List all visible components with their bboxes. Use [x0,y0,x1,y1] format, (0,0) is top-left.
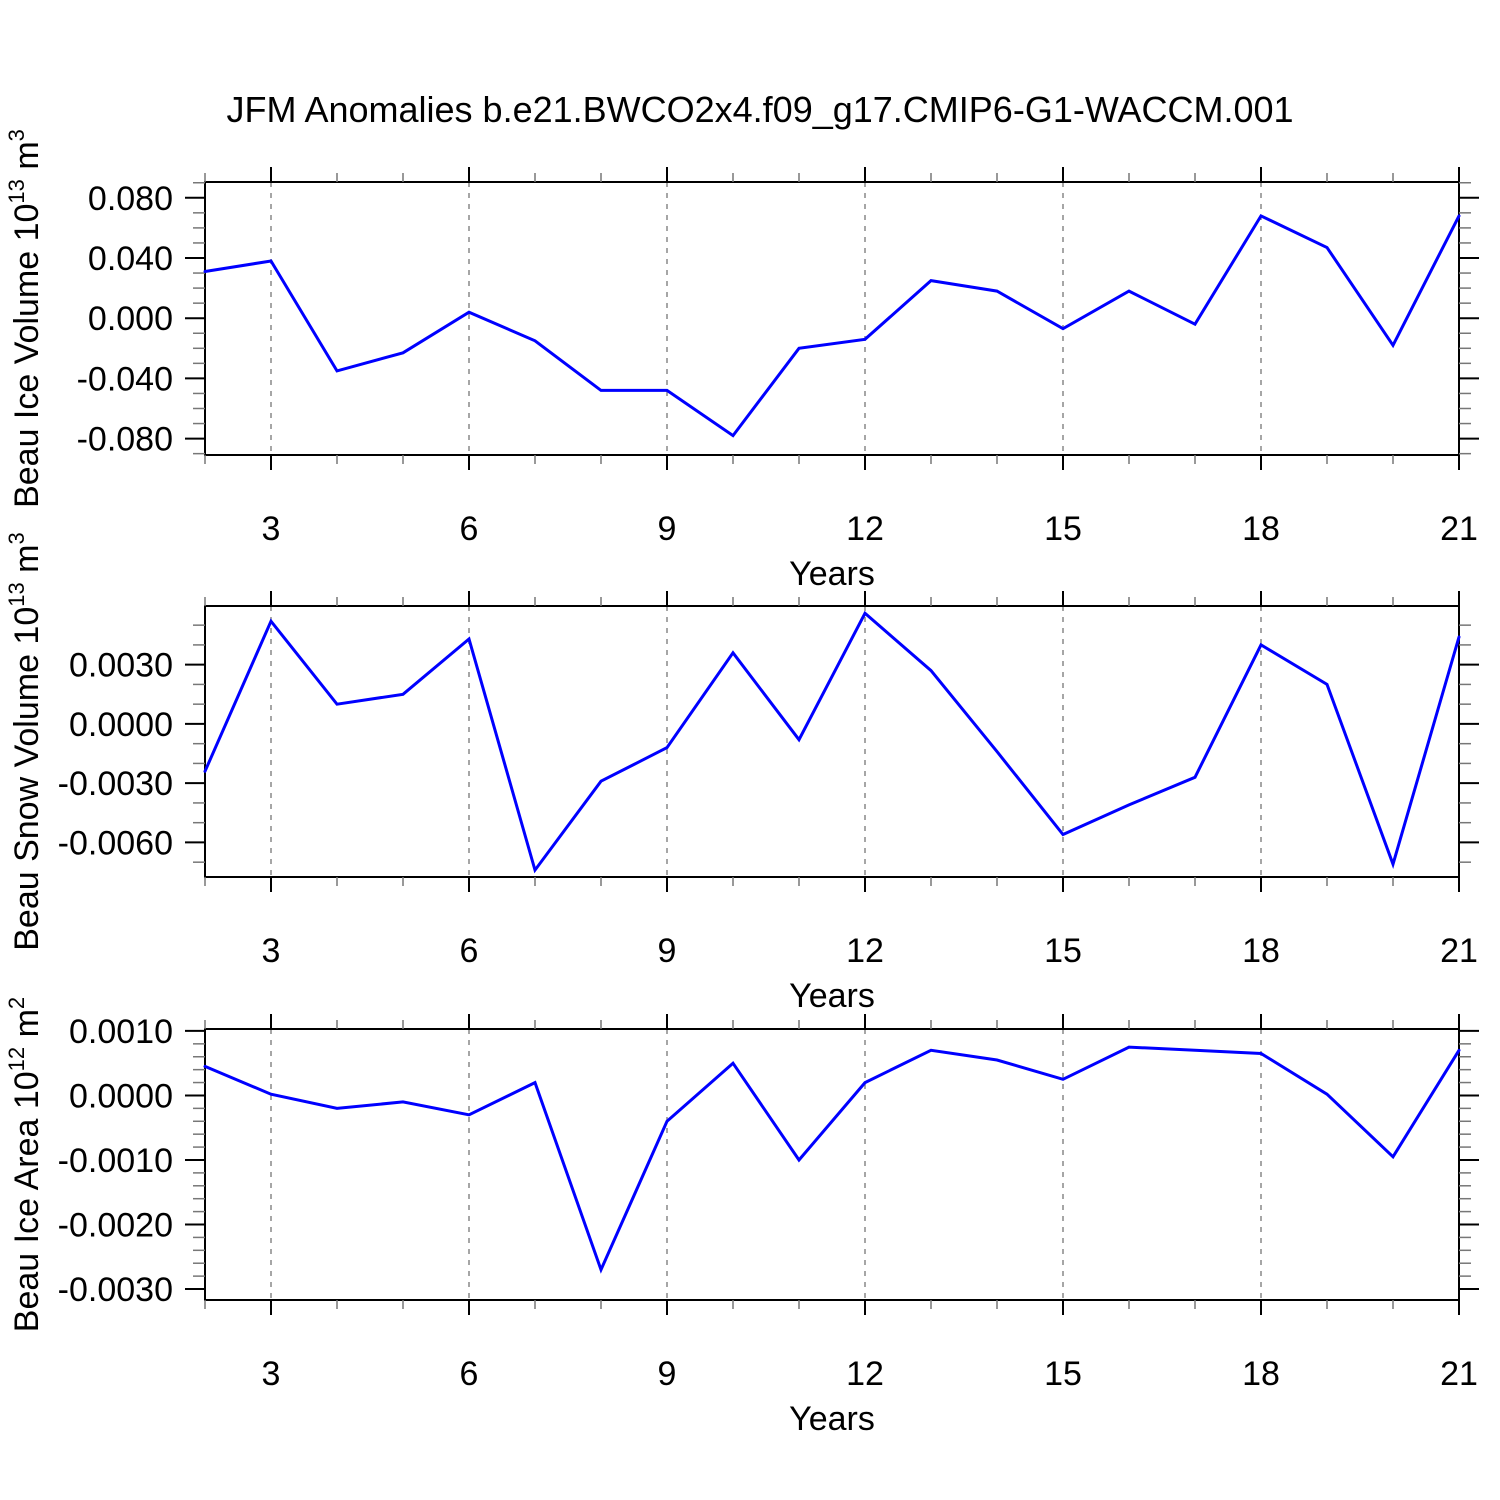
x-tick-label: 6 [460,932,479,970]
y-axis-title-part: m [8,141,46,179]
y-axis-title-beau-ice-area: Beau Ice Area 1012 m2 [4,997,46,1332]
y-axis-title-part: Beau Snow Volume 10 [8,607,46,951]
y-axis-title-beau-ice-volume: Beau Ice Volume 1013 m3 [4,129,46,508]
y-tick-label: -0.040 [77,360,173,398]
x-tick-label: 15 [1044,510,1082,548]
x-tick-label: 9 [658,510,677,548]
x-tick-label: 15 [1044,1355,1082,1393]
y-tick-label: -0.080 [77,421,173,459]
x-axis-title: Years [789,1400,875,1438]
x-tick-label: 21 [1440,932,1478,970]
y-tick-label: 0.0000 [69,706,173,744]
panel-beau-ice-volume: 0.080 0.040 0.000 -0.040 -0.080 3 6 9 12 15 18 21 Ye… [4,129,1479,593]
y-tick-label: 0.040 [88,240,173,278]
x-axis-title: Years [789,555,875,593]
y-axis-title-part: m [8,1009,46,1047]
x-tick-label: 3 [262,1355,281,1393]
x-tick-label: 18 [1242,932,1280,970]
x-tick-label: 3 [262,932,281,970]
y-axis-title-part: 3 [4,129,29,141]
x-tick-label: 15 [1044,932,1082,970]
y-tick-label: 0.0000 [69,1077,173,1115]
y-axis-title-part: m [8,544,46,582]
y-axis-title-beau-snow-volume: Beau Snow Volume 1013 m3 [4,532,46,951]
y-axis-title-part: 2 [4,997,29,1009]
x-tick-label: 21 [1440,510,1478,548]
x-tick-label: 18 [1242,1355,1280,1393]
x-axis-title: Years [789,977,875,1015]
y-tick-label: -0.0020 [58,1207,173,1245]
y-tick-label: 0.0030 [69,647,173,685]
y-tick-label: -0.0030 [58,1271,173,1309]
y-axis-title-part: Beau Ice Area 10 [8,1071,46,1332]
y-axis-title-part: Beau Ice Volume 10 [8,204,46,508]
panel-beau-snow-volume: 0.0030 0.0000 -0.0030 -0.0060 3 6 9 12 15 18 21 Yea… [4,532,1479,1015]
series-line-beau-ice-volume [203,213,1461,438]
series-line-beau-ice-area [203,1045,1461,1274]
y-axis-title-part: 3 [4,532,29,544]
panel-beau-ice-area: 0.0010 0.0000 -0.0010 -0.0020 -0.0030 3 6 9 12 15… [4,997,1479,1438]
y-axis-title-part: 13 [4,582,29,606]
x-tick-label: 6 [460,510,479,548]
x-tick-label: 9 [658,932,677,970]
series-line-beau-snow-volume [203,610,1461,874]
x-tick-label: 9 [658,1355,677,1393]
chart-title: JFM Anomalies b.e21.BWCO2x4.f09_g17.CMIP… [226,89,1293,130]
y-axis-title-part: 13 [4,179,29,203]
y-tick-label: 0.0010 [69,1013,173,1051]
y-tick-label: -0.0060 [58,824,173,862]
x-tick-label: 3 [262,510,281,548]
x-tick-label: 21 [1440,1355,1478,1393]
x-tick-label: 12 [846,932,884,970]
y-tick-label: 0.000 [88,300,173,338]
y-tick-label: 0.080 [88,180,173,218]
x-tick-label: 6 [460,1355,479,1393]
x-tick-label: 12 [846,1355,884,1393]
y-tick-label: -0.0030 [58,765,173,803]
panel-frame [204,1028,1460,1301]
x-tick-label: 12 [846,510,884,548]
y-tick-label: -0.0010 [58,1142,173,1180]
y-axis-title-part: 12 [4,1047,29,1071]
x-tick-label: 18 [1242,510,1280,548]
panel-frame [204,605,1460,878]
